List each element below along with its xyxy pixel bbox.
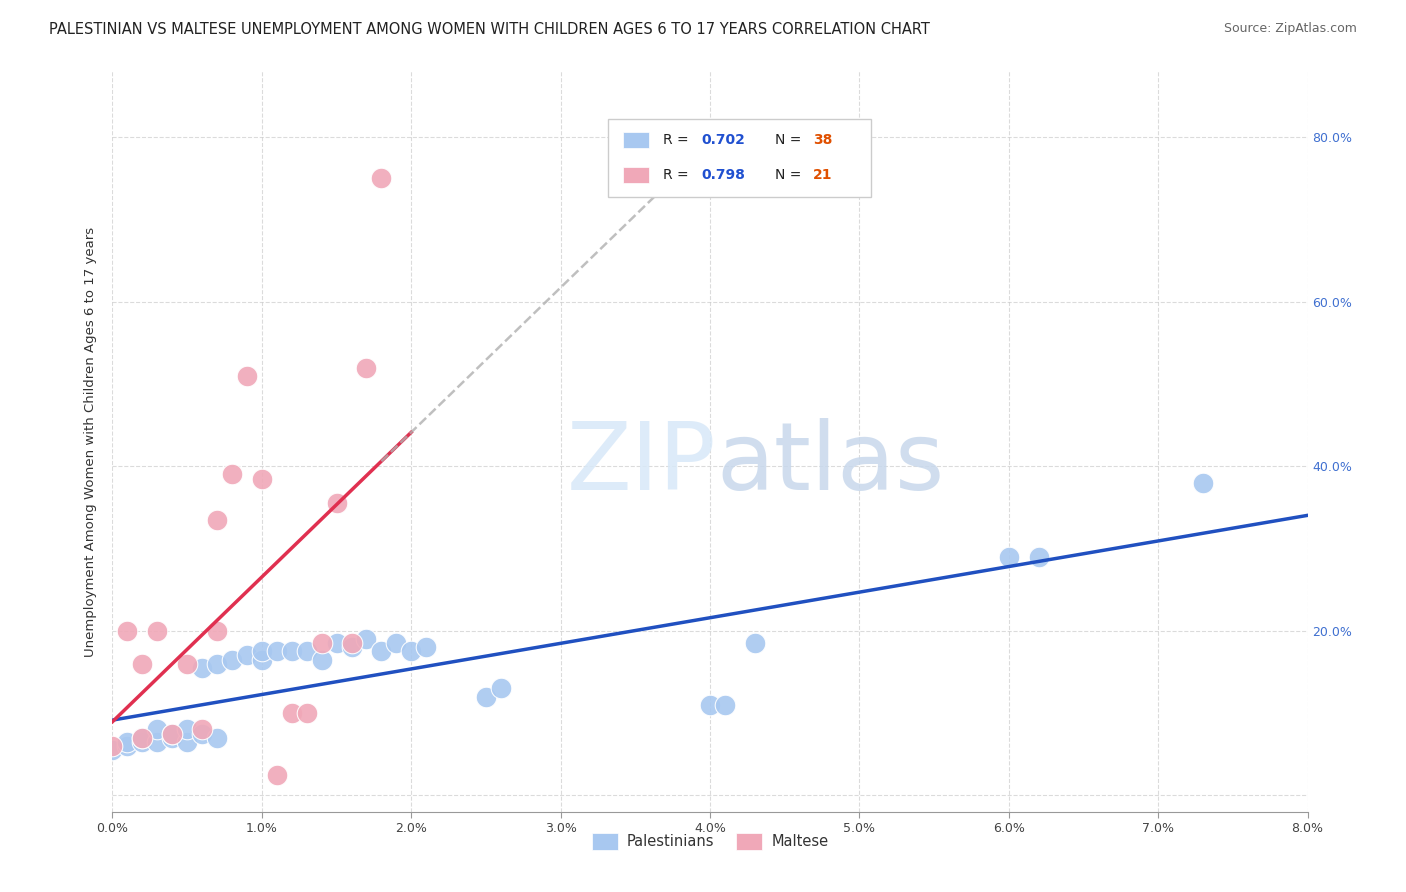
Text: R =: R = xyxy=(664,133,693,147)
Point xyxy=(176,735,198,749)
Text: N =: N = xyxy=(775,168,806,182)
Point xyxy=(1192,475,1215,490)
Y-axis label: Unemployment Among Women with Children Ages 6 to 17 years: Unemployment Among Women with Children A… xyxy=(83,227,97,657)
Point xyxy=(998,549,1021,564)
Point xyxy=(266,767,288,781)
Point xyxy=(131,731,153,745)
Bar xyxy=(623,132,650,148)
Point xyxy=(191,723,214,737)
Point xyxy=(250,471,273,485)
Point xyxy=(295,644,318,658)
Point xyxy=(146,624,169,638)
Text: 38: 38 xyxy=(813,133,832,147)
Point xyxy=(744,636,766,650)
Point xyxy=(131,731,153,745)
Point xyxy=(714,698,737,712)
FancyBboxPatch shape xyxy=(609,120,872,197)
Point xyxy=(415,640,437,655)
Point xyxy=(356,360,378,375)
Point xyxy=(162,731,183,745)
Point xyxy=(101,743,124,757)
Point xyxy=(146,723,169,737)
Text: ZIP: ZIP xyxy=(567,417,716,509)
Point xyxy=(250,644,273,658)
Text: atlas: atlas xyxy=(716,417,945,509)
Bar xyxy=(623,167,650,183)
Point xyxy=(221,652,243,666)
Point xyxy=(250,652,273,666)
Point xyxy=(266,644,288,658)
Point xyxy=(205,657,228,671)
Point xyxy=(191,661,214,675)
Text: Source: ZipAtlas.com: Source: ZipAtlas.com xyxy=(1223,22,1357,36)
Point xyxy=(205,513,228,527)
Point xyxy=(191,726,214,740)
Point xyxy=(162,726,183,740)
Point xyxy=(370,644,392,658)
Point xyxy=(162,726,183,740)
Text: 21: 21 xyxy=(813,168,832,182)
Point xyxy=(295,706,318,720)
Point xyxy=(475,690,498,704)
Point xyxy=(340,640,363,655)
Point xyxy=(176,657,198,671)
Point xyxy=(311,636,333,650)
Point xyxy=(131,735,153,749)
Point xyxy=(131,657,153,671)
Point xyxy=(117,735,139,749)
Point xyxy=(311,652,333,666)
Point xyxy=(146,735,169,749)
Point xyxy=(385,636,408,650)
Point xyxy=(221,467,243,482)
Point xyxy=(340,636,363,650)
Legend: Palestinians, Maltese: Palestinians, Maltese xyxy=(586,827,834,856)
Point xyxy=(281,644,304,658)
Point xyxy=(205,624,228,638)
Point xyxy=(236,368,259,383)
Point xyxy=(101,739,124,753)
Text: 0.702: 0.702 xyxy=(702,133,745,147)
Point xyxy=(489,681,512,696)
Point xyxy=(325,636,347,650)
Point xyxy=(176,723,198,737)
Point xyxy=(401,644,423,658)
Point xyxy=(356,632,378,646)
Point xyxy=(117,624,139,638)
Point xyxy=(699,698,721,712)
Point xyxy=(236,648,259,663)
Text: N =: N = xyxy=(775,133,806,147)
Text: PALESTINIAN VS MALTESE UNEMPLOYMENT AMONG WOMEN WITH CHILDREN AGES 6 TO 17 YEARS: PALESTINIAN VS MALTESE UNEMPLOYMENT AMON… xyxy=(49,22,931,37)
Point xyxy=(1028,549,1050,564)
Point xyxy=(325,496,347,510)
Point xyxy=(205,731,228,745)
Point xyxy=(370,171,392,186)
Point xyxy=(117,739,139,753)
Text: 0.798: 0.798 xyxy=(702,168,745,182)
Point xyxy=(281,706,304,720)
Text: R =: R = xyxy=(664,168,693,182)
